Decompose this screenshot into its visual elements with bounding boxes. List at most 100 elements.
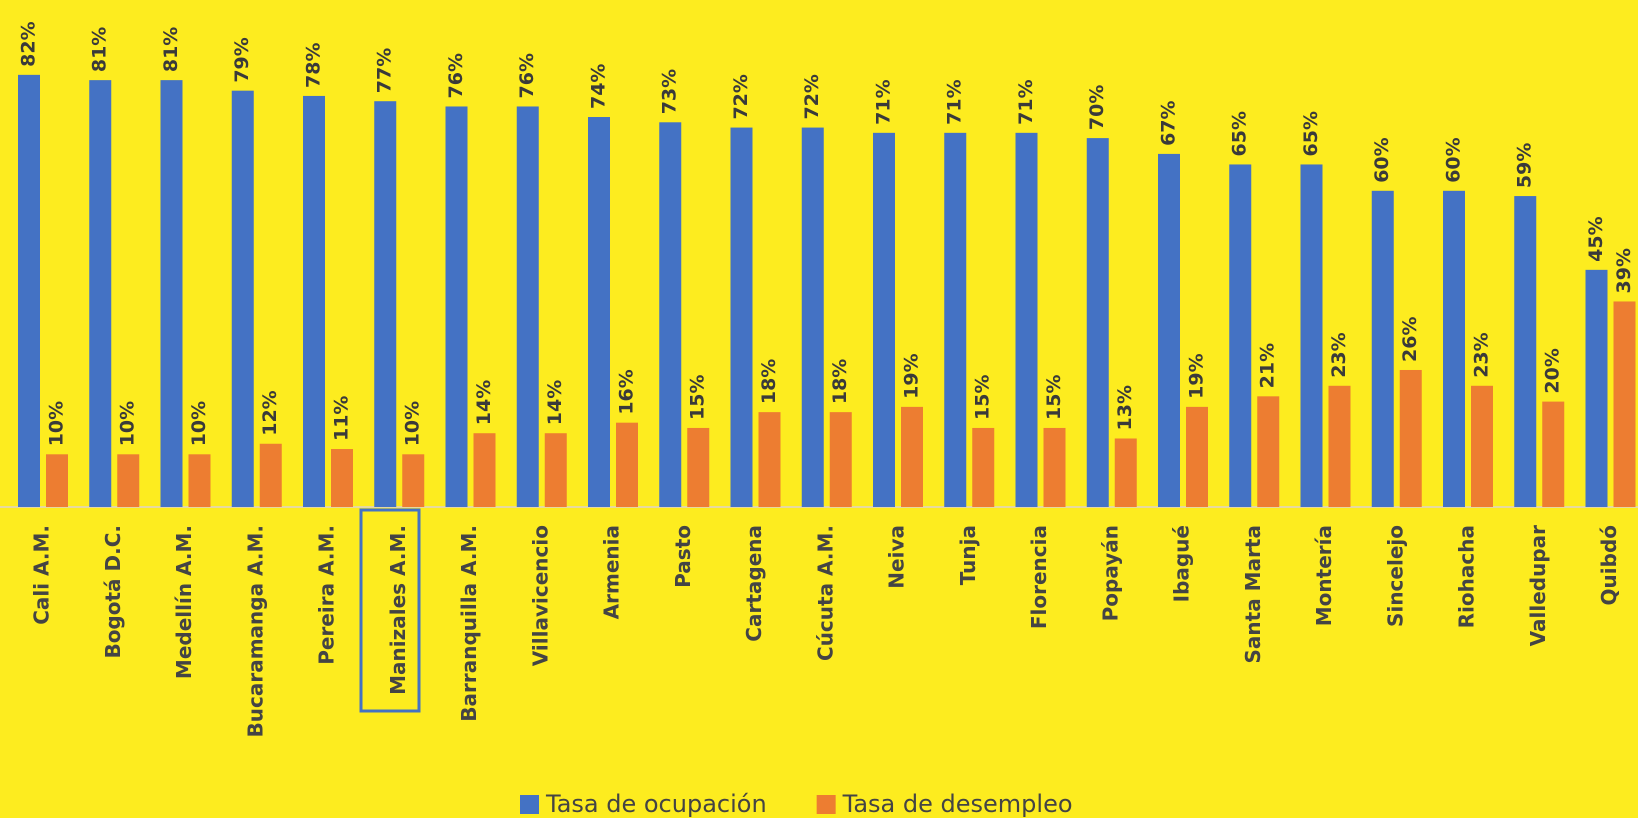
value-label: 81% (160, 27, 182, 72)
bar (1015, 132, 1038, 507)
value-label: 26% (1399, 316, 1421, 361)
value-label: 74% (588, 64, 610, 109)
x-tick-label: Valledupar (1526, 525, 1550, 647)
value-label: 10% (117, 401, 139, 446)
value-label: 10% (402, 401, 424, 446)
value-label: 71% (944, 79, 966, 124)
x-tick-label: Manizales A.M. (386, 525, 410, 695)
bar (1114, 438, 1137, 507)
value-label: 19% (1186, 353, 1208, 398)
x-tick-label: Barranquilla A.M. (457, 525, 481, 722)
bar (758, 412, 781, 507)
bar (516, 106, 539, 507)
bar (687, 427, 710, 507)
bar (46, 454, 68, 507)
bar (544, 433, 567, 507)
x-tick-label: Ibagué (1170, 525, 1194, 602)
value-label: 60% (1443, 137, 1465, 182)
bar (972, 427, 995, 507)
x-tick-label: Pereira A.M. (315, 525, 339, 665)
bar (829, 412, 852, 507)
x-tick-label: Bucaramanga A.M. (243, 525, 267, 738)
bar (659, 122, 682, 507)
value-label: 76% (445, 53, 467, 98)
bar (303, 95, 325, 507)
bar (1158, 153, 1180, 507)
bar (1257, 396, 1280, 507)
value-label: 65% (1229, 111, 1251, 156)
value-label: 71% (873, 79, 895, 124)
value-label: 15% (687, 374, 709, 419)
x-tick-label: Sincelejo (1383, 525, 1407, 627)
bar (89, 80, 112, 507)
bar (1585, 269, 1608, 507)
bar (1542, 401, 1565, 507)
x-tick-label: Cali A.M. (30, 525, 54, 625)
value-label: 39% (1613, 248, 1635, 293)
bar (1328, 385, 1351, 507)
value-label: 21% (1257, 343, 1279, 388)
bar (331, 449, 353, 507)
bar (1186, 406, 1208, 507)
value-label: 19% (901, 353, 923, 398)
x-tick-label: Florencia (1027, 525, 1051, 629)
bar (1086, 138, 1109, 507)
value-label: 10% (46, 401, 68, 446)
bar (588, 117, 610, 508)
value-label: 72% (730, 74, 752, 119)
value-label: 45% (1585, 216, 1607, 261)
bar (259, 443, 282, 507)
x-tick-label: Bogotá D.C. (101, 525, 125, 659)
value-label: 81% (89, 27, 111, 72)
value-label: 11% (331, 396, 353, 441)
legend-label: Tasa de ocupación (545, 790, 767, 818)
x-tick-label: Armenia (600, 525, 624, 619)
value-label: 20% (1542, 348, 1564, 393)
value-label: 23% (1328, 332, 1350, 377)
bar (18, 74, 40, 508)
bar (730, 127, 753, 507)
x-tick-label: Riohacha (1455, 525, 1479, 628)
value-label: 10% (188, 401, 210, 446)
legend-swatch (816, 795, 836, 814)
value-label: 71% (1015, 79, 1037, 124)
value-label: 59% (1514, 143, 1536, 188)
value-label: 70% (1086, 85, 1108, 130)
x-tick-label: Cúcuta A.M. (813, 525, 837, 661)
x-tick-label: Tunja (956, 525, 980, 585)
x-tick-label: Villavicencio (528, 525, 552, 666)
bar (1043, 427, 1066, 507)
bar (1300, 164, 1323, 507)
bar (188, 454, 211, 507)
value-label: 23% (1471, 332, 1493, 377)
bar (445, 106, 468, 507)
bar (160, 80, 183, 507)
value-label: 60% (1371, 137, 1393, 182)
x-tick-label: Montería (1312, 525, 1336, 626)
bar (1399, 369, 1422, 507)
value-label: 72% (801, 74, 823, 119)
value-label: 77% (374, 48, 396, 93)
bar (374, 101, 397, 508)
x-tick-label: Pasto (671, 525, 695, 588)
x-tick-label: Cartagena (742, 525, 766, 642)
highlight-box (359, 508, 421, 713)
bar (1229, 164, 1252, 507)
bar (944, 132, 967, 507)
x-tick-label: Popayán (1098, 525, 1122, 621)
bar (873, 132, 895, 507)
bar (901, 406, 923, 507)
value-label: 14% (473, 380, 495, 425)
x-tick-label: Santa Marta (1241, 525, 1265, 663)
value-label: 18% (758, 359, 780, 404)
legend-label: Tasa de desempleo (842, 790, 1073, 818)
value-label: 15% (1043, 374, 1065, 419)
x-tick-label: Neiva (885, 525, 909, 589)
value-label: 65% (1300, 111, 1322, 156)
value-label: 13% (1114, 385, 1136, 430)
bar (402, 454, 425, 507)
value-label: 15% (972, 374, 994, 419)
value-label: 12% (259, 390, 281, 435)
x-tick-label: Medellín A.M. (172, 525, 196, 679)
bar (117, 454, 140, 507)
